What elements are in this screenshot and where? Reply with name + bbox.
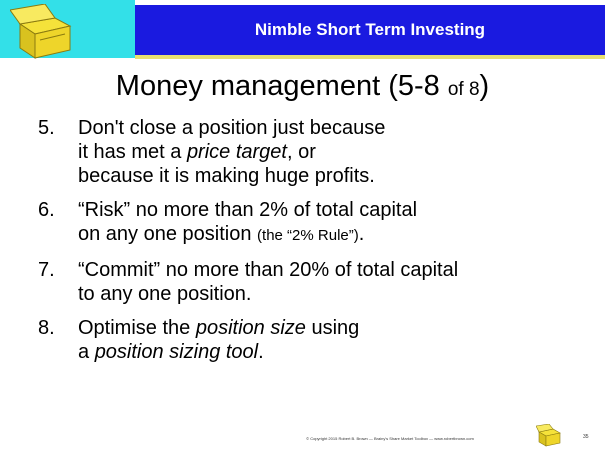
list-item: 5. Don't close a position just because it … xyxy=(38,116,598,188)
text-run: “Risk” no more than 2% of total capital xyxy=(78,199,418,221)
item-text: Optimise the position size using a positi… xyxy=(78,316,359,364)
footer-copyright: © Copyright 2015 Robert B. Brown — Brain… xyxy=(306,436,474,441)
text-line: to any one position. xyxy=(78,282,458,306)
item-number: 8. xyxy=(38,317,55,339)
page-number: 35 xyxy=(583,434,589,440)
text-line: a position sizing tool. xyxy=(78,340,359,364)
text-run: of 8 xyxy=(447,79,480,100)
text-run: (the “2% Rule”) xyxy=(257,227,359,244)
text-run: . xyxy=(358,223,365,245)
item-text: Don't close a position just because it ha… xyxy=(78,116,385,188)
text-line: Optimise the position size using xyxy=(78,316,359,340)
header-rule xyxy=(135,55,605,59)
text-line: “Risk” no more than 2% of total capital xyxy=(78,198,417,222)
slide-title: Money management (5-8 of 8) xyxy=(0,70,605,103)
text-run: to any one position. xyxy=(78,283,252,305)
text-run: . xyxy=(258,341,264,363)
text-run: a xyxy=(78,341,95,363)
text-run: position sizing tool xyxy=(94,341,259,363)
text-run: it has met a xyxy=(78,141,187,163)
item-number: 5. xyxy=(38,117,55,139)
item-text: “Commit” no more than 20% of total capit… xyxy=(78,258,458,306)
text-run: Optimise the xyxy=(78,317,196,339)
text-run: because it is making huge profits. xyxy=(78,165,375,187)
text-run: price target xyxy=(186,141,287,163)
text-line: because it is making huge profits. xyxy=(78,164,385,188)
list-item: 7. “Commit” no more than 20% of total cap… xyxy=(38,258,598,306)
item-list: 5. Don't close a position just because it … xyxy=(38,116,598,374)
list-item: 8. Optimise the position size using a posi… xyxy=(38,316,598,364)
text-run: using xyxy=(305,317,360,339)
text-line: it has met a price target, or xyxy=(78,140,385,164)
text-line: Don't close a position just because xyxy=(78,116,385,140)
list-item: 6. “Risk” no more than 2% of total capita… xyxy=(38,198,598,248)
logo-icon xyxy=(10,4,72,59)
text-run: position size xyxy=(195,317,306,339)
text-run: ) xyxy=(479,70,490,102)
item-number: 6. xyxy=(38,199,55,221)
header-title: Nimble Short Term Investing xyxy=(254,20,486,39)
text-run: Don't close a position just because xyxy=(78,117,386,139)
text-line: “Commit” no more than 20% of total capit… xyxy=(78,258,458,282)
text-run: on any one position xyxy=(78,223,258,245)
text-run: “Commit” no more than 20% of total capit… xyxy=(78,259,459,281)
text-line: on any one position (the “2% Rule”). xyxy=(78,222,417,248)
item-number: 7. xyxy=(38,259,55,281)
text-run: , or xyxy=(287,141,316,163)
header-bar xyxy=(135,5,605,55)
text-run: Money management (5-8 xyxy=(115,70,448,102)
footer-icon xyxy=(536,424,561,447)
item-text: “Risk” no more than 2% of total capital o… xyxy=(78,198,417,248)
